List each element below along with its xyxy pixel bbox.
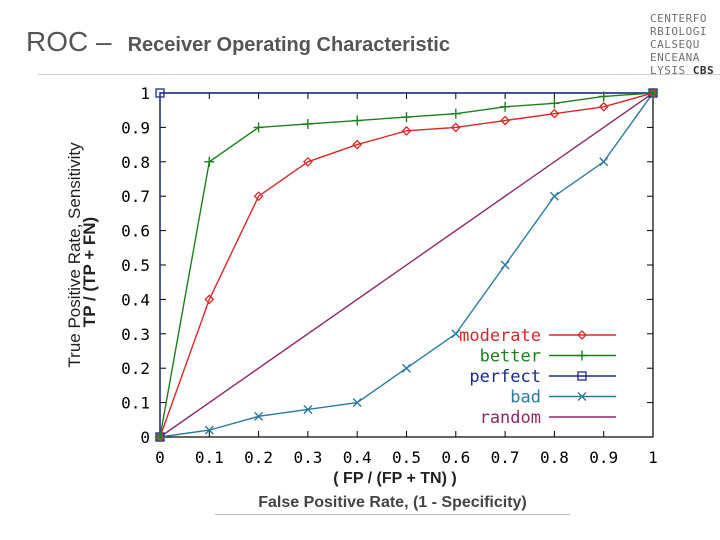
y-tick-label: 0.4 — [121, 290, 150, 309]
data-point-better — [253, 122, 264, 133]
data-point-better — [549, 98, 560, 109]
data-point-perfect — [155, 88, 165, 98]
y-tick-label: 0.8 — [121, 153, 150, 172]
data-point-bad — [254, 411, 264, 421]
title-subtitle: Receiver Operating Characteristic — [127, 34, 450, 56]
data-point-moderate — [352, 139, 363, 150]
y-tick-label: 0.3 — [121, 325, 150, 344]
data-point-bad — [303, 404, 313, 414]
x-tick-label: 0.5 — [392, 448, 421, 467]
data-point-moderate — [401, 125, 412, 136]
x-tick-label: 0 — [155, 448, 165, 467]
legend-label-perfect: perfect — [469, 367, 541, 387]
data-point-bad — [500, 260, 510, 270]
data-point-better — [352, 115, 363, 126]
data-point-moderate — [598, 101, 609, 112]
x-axis-label-top: ( FP / (FP + TN) ) — [333, 470, 457, 487]
x-tick-label: 0.6 — [441, 448, 470, 467]
data-point-moderate — [253, 191, 264, 202]
data-point-moderate — [500, 115, 511, 126]
data-point-better — [500, 101, 511, 112]
y-tick-label: 0 — [140, 428, 150, 447]
series-line-perfect — [159, 92, 653, 437]
x-tick-label: 0.8 — [540, 448, 569, 467]
data-point-bad — [352, 398, 362, 408]
legend-marker-bad — [577, 392, 587, 401]
x-tick-label: 0.4 — [343, 448, 372, 467]
logo-line: ENCEANA — [650, 51, 700, 64]
legend-marker-better — [577, 350, 587, 361]
series-line-random — [159, 92, 654, 438]
legend-label-better: better — [480, 347, 541, 367]
data-point-bad — [549, 191, 559, 201]
legend-marker-moderate — [577, 330, 587, 340]
x-axis-label-bottom: False Positive Rate, (1 - Specificity) — [215, 494, 570, 515]
y-tick-label: 1 — [140, 84, 150, 103]
title-main: ROC – — [26, 26, 112, 57]
x-tick-label: 0.1 — [195, 448, 224, 467]
logo-line: RBIOLOGI — [650, 25, 707, 38]
legend-label-bad: bad — [510, 388, 541, 408]
data-point-bad — [402, 363, 411, 373]
logo-line: CALSEQU — [650, 38, 700, 51]
legend-label-moderate: moderate — [459, 326, 541, 346]
data-point-bad — [204, 425, 214, 435]
y-tick-label: 0.2 — [121, 359, 150, 378]
page-title: ROC – Receiver Operating Characteristic — [26, 26, 450, 58]
data-point-better — [450, 108, 461, 119]
x-tick-label: 1 — [648, 448, 658, 467]
series-line-moderate — [159, 92, 654, 438]
x-tick-label: 0.7 — [491, 448, 520, 467]
data-point-bad — [599, 157, 609, 167]
data-point-better — [204, 156, 215, 167]
logo-brand: CBS — [692, 64, 715, 77]
data-point-better — [155, 432, 165, 442]
y-tick-label: 0.7 — [121, 187, 150, 206]
x-tick-label: 0.9 — [589, 448, 618, 467]
data-point-moderate — [302, 156, 313, 167]
legend-marker-perfect — [577, 371, 587, 381]
y-tick-label: 0.9 — [121, 118, 150, 137]
title-divider — [38, 74, 720, 75]
x-tick-label: 0.3 — [293, 448, 322, 467]
logo-line: CENTERFO — [650, 12, 707, 25]
data-point-moderate — [549, 108, 560, 119]
data-point-bad — [451, 329, 461, 339]
legend-label-random: random — [480, 408, 541, 428]
logo-line: LYSIS CBS — [650, 64, 715, 77]
y-tick-label: 0.1 — [121, 394, 150, 413]
y-tick-label: 0.6 — [121, 222, 150, 241]
data-point-better — [648, 88, 658, 98]
data-point-better — [598, 91, 609, 102]
data-point-better — [401, 112, 412, 123]
data-point-moderate — [204, 294, 215, 305]
data-point-better — [302, 118, 313, 129]
x-tick-label: 0.2 — [244, 448, 273, 467]
data-point-moderate — [450, 122, 461, 133]
y-tick-label: 0.5 — [121, 256, 150, 275]
cbs-logo: CENTERFO RBIOLOGI CALSEQU ENCEANA LYSIS … — [650, 12, 714, 77]
